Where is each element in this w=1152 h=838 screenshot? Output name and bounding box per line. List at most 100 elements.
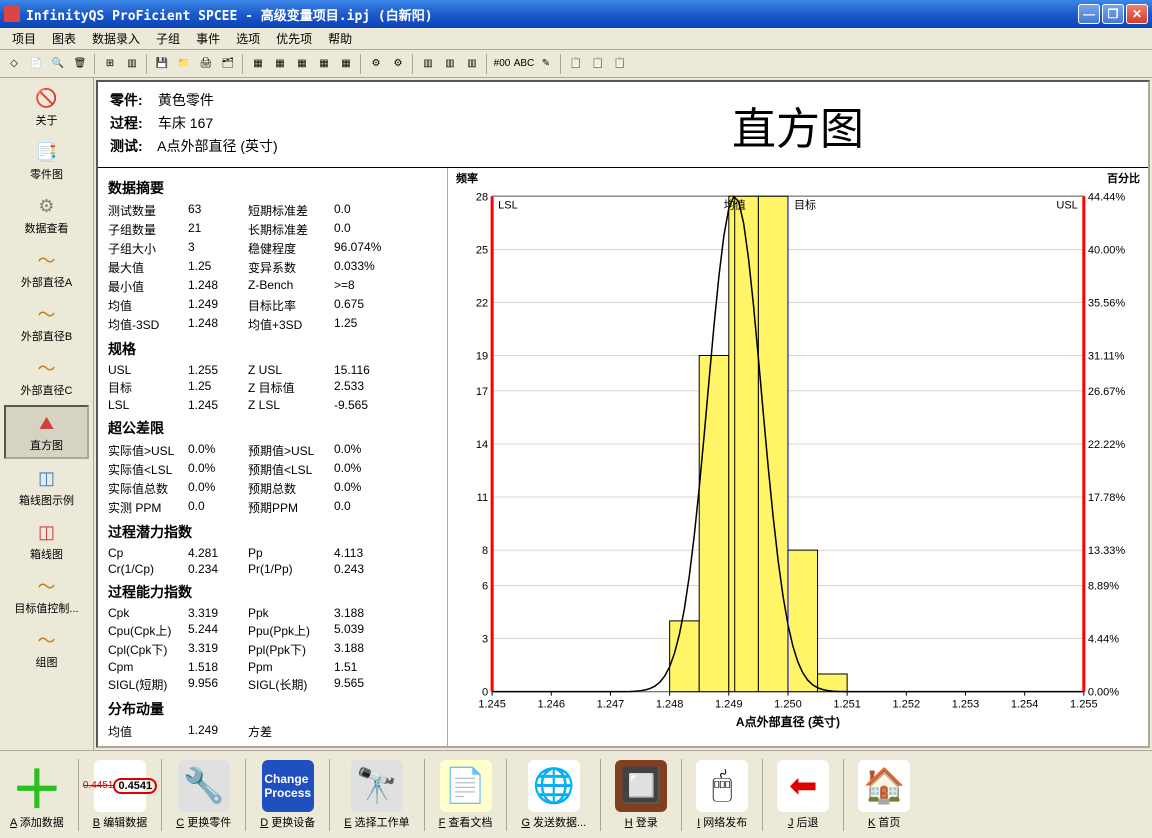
app-icon xyxy=(4,6,20,22)
bottom-button-icon: ⬅ xyxy=(777,760,829,812)
bottom-button[interactable]: ⬅J 后退 xyxy=(773,758,833,832)
toolbar-button[interactable]: #00 xyxy=(492,54,512,74)
toolbar-button[interactable]: 🖨 xyxy=(196,54,216,74)
nav-item[interactable]: 📑零件图 xyxy=(4,135,89,187)
toolbar-button[interactable]: ▦ xyxy=(336,54,356,74)
toolbar-button[interactable]: ▦ xyxy=(248,54,268,74)
toolbar-button[interactable]: 📋 xyxy=(566,54,586,74)
bottom-button[interactable]: 🔭E 选择工作单 xyxy=(340,758,413,832)
toolbar-button[interactable]: ▥ xyxy=(122,54,142,74)
menu-item[interactable]: 选项 xyxy=(228,28,268,49)
bottom-button[interactable]: ChangeProcessD 更换设备 xyxy=(256,758,319,832)
window-maximize-button[interactable]: ❐ xyxy=(1102,4,1124,24)
svg-text:17: 17 xyxy=(476,386,488,398)
toolbar-button[interactable]: 📋 xyxy=(610,54,630,74)
toolbar-button[interactable]: 🗂 xyxy=(218,54,238,74)
toolbar-button[interactable]: ▥ xyxy=(418,54,438,74)
nav-item[interactable]: ◫箱线图示例 xyxy=(4,461,89,513)
nav-item[interactable]: 〜外部直径B xyxy=(4,297,89,349)
stats-row: 实际值<LSL0.0%预期值<LSL0.0% xyxy=(108,461,437,478)
toolbar-button[interactable]: ▥ xyxy=(462,54,482,74)
nav-label: 直方图 xyxy=(30,437,63,453)
bottom-button[interactable]: 🔲 H 登录 xyxy=(611,758,671,832)
stats-row: 均值1.249方差 xyxy=(108,723,437,740)
svg-text:1.254: 1.254 xyxy=(1011,699,1039,711)
toolbar-button[interactable]: ✎ xyxy=(536,54,556,74)
toolbar-button[interactable]: ▦ xyxy=(292,54,312,74)
bottom-button-icon: 🌐 xyxy=(528,760,580,812)
bottom-button[interactable]: 🖱 I 网络发布 xyxy=(692,758,752,832)
nav-icon: ◫ xyxy=(31,466,63,490)
bottom-button[interactable]: 📄F 查看文档 xyxy=(435,758,497,832)
stats-section-title: 数据摘要 xyxy=(108,178,437,198)
process-value: 车床 167 xyxy=(158,115,213,131)
svg-text:1.250: 1.250 xyxy=(774,699,802,711)
nav-icon: 📑 xyxy=(31,140,63,164)
info-box: 零件: 黄色零件 过程: 车床 167 测试: A点外部直径 (英寸) xyxy=(98,82,448,167)
window-minimize-button[interactable]: — xyxy=(1078,4,1100,24)
toolbar-button[interactable]: ▦ xyxy=(270,54,290,74)
menu-item[interactable]: 子组 xyxy=(148,28,188,49)
toolbar-button[interactable]: 📋 xyxy=(588,54,608,74)
svg-text:40.00%: 40.00% xyxy=(1088,244,1126,256)
svg-text:1.252: 1.252 xyxy=(893,699,921,711)
stats-row: 均值1.249目标比率0.675 xyxy=(108,297,437,314)
svg-text:USL: USL xyxy=(1056,199,1077,211)
menu-item[interactable]: 帮助 xyxy=(320,28,360,49)
stats-section-title: 过程能力指数 xyxy=(108,582,437,602)
nav-item[interactable]: 🚫关于 xyxy=(4,81,89,133)
toolbar-button[interactable]: 💾 xyxy=(152,54,172,74)
nav-item[interactable]: 〜外部直径A xyxy=(4,243,89,295)
toolbar-button[interactable]: ⚙ xyxy=(388,54,408,74)
svg-text:4.44%: 4.44% xyxy=(1088,634,1119,646)
nav-item[interactable]: ⚙数据查看 xyxy=(4,189,89,241)
svg-text:17.78%: 17.78% xyxy=(1088,492,1126,504)
bottom-button-icon: ChangeProcess xyxy=(262,760,314,812)
toolbar-button[interactable]: ◇ xyxy=(4,54,24,74)
bottom-button-icon: 🔲 xyxy=(615,760,667,812)
bottom-button[interactable]: ＋A 添加数据 xyxy=(6,758,68,832)
toolbar-button[interactable]: 📄 xyxy=(26,54,46,74)
stats-row: USL1.255Z USL15.116 xyxy=(108,363,437,377)
menu-item[interactable]: 数据录入 xyxy=(84,28,148,49)
toolbar-button[interactable]: ▥ xyxy=(440,54,460,74)
nav-item[interactable]: 〜目标值控制... xyxy=(4,569,89,621)
nav-icon: 〜 xyxy=(31,628,63,652)
menu-item[interactable]: 事件 xyxy=(188,28,228,49)
bottom-button-label: G 发送数据... xyxy=(521,814,586,830)
svg-text:0: 0 xyxy=(482,687,488,699)
menu-item[interactable]: 项目 xyxy=(4,28,44,49)
svg-text:25: 25 xyxy=(476,244,488,256)
toolbar-button[interactable]: ▦ xyxy=(314,54,334,74)
toolbar-button[interactable]: ABC xyxy=(514,54,534,74)
nav-label: 目标值控制... xyxy=(14,600,78,616)
nav-item[interactable]: 〜外部直径C xyxy=(4,351,89,403)
bottom-button-label: H 登录 xyxy=(625,814,658,830)
window-close-button[interactable]: ✕ xyxy=(1126,4,1148,24)
bottom-button[interactable]: 🌐 G 发送数据... xyxy=(517,758,590,832)
stats-row: 均值-3SD1.248均值+3SD1.25 xyxy=(108,316,437,333)
nav-icon: 🚫 xyxy=(31,86,63,110)
toolbar-button[interactable]: 📁 xyxy=(174,54,194,74)
toolbar-button[interactable]: ⚙ xyxy=(366,54,386,74)
bottom-button[interactable]: 🏠K 首页 xyxy=(854,758,914,832)
menu-item[interactable]: 图表 xyxy=(44,28,84,49)
chart-panel: 频率 百分比 00.00%34.44%68.89%813.33%1117.78%… xyxy=(448,168,1148,746)
toolbar: ◇📄🔍🗑⊞▥💾📁🖨🗂▦▦▦▦▦⚙⚙▥▥▥#00ABC✎📋📋📋 xyxy=(0,50,1152,78)
toolbar-button[interactable]: 🔍 xyxy=(48,54,68,74)
stats-row: Cp4.281Pp4.113 xyxy=(108,546,437,560)
toolbar-button[interactable]: ⊞ xyxy=(100,54,120,74)
bottom-button[interactable]: 0.44510.4541B 编辑数据 xyxy=(89,758,151,832)
nav-item[interactable]: ◫箱线图 xyxy=(4,515,89,567)
menu-item[interactable]: 优先项 xyxy=(268,28,320,49)
stats-panel: 数据摘要测试数量63短期标准差0.0子组数量21长期标准差0.0子组大小3稳健程… xyxy=(98,168,448,746)
nav-item[interactable]: 〜组图 xyxy=(4,623,89,675)
toolbar-button[interactable]: 🗑 xyxy=(70,54,90,74)
stats-row: 实际值总数0.0%预期总数0.0% xyxy=(108,480,437,497)
bottom-button-label: I 网络发布 xyxy=(697,814,747,830)
bottom-button[interactable]: 🔧C 更换零件 xyxy=(172,758,235,832)
nav-item[interactable]: ⛰直方图 xyxy=(4,405,89,459)
left-nav: 🚫关于📑零件图⚙数据查看〜外部直径A〜外部直径B〜外部直径C⛰直方图◫箱线图示例… xyxy=(0,78,94,750)
bottom-button-icon: 🖱 xyxy=(696,760,748,812)
stats-row: 子组大小3稳健程度96.074% xyxy=(108,240,437,257)
